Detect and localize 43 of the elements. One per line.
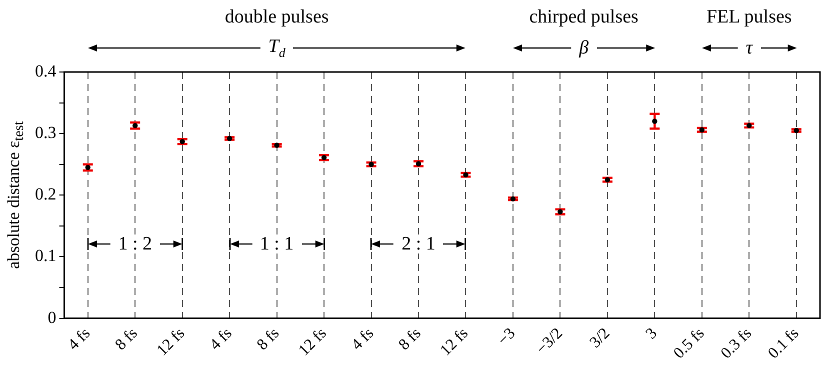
x-tick-label: 8 fs: [112, 324, 141, 354]
point: [368, 162, 374, 167]
text: τ: [744, 38, 755, 58]
y-tick-label: 0: [48, 308, 56, 327]
point: [510, 196, 516, 202]
point: [746, 122, 752, 128]
point: [558, 209, 563, 214]
x-tick-label: 8 fs: [396, 324, 424, 354]
x-tick-label: 12 fs: [296, 324, 330, 360]
point: [794, 128, 799, 134]
text: β: [577, 38, 591, 58]
x-tick-label: 12 fs: [154, 324, 188, 360]
point: [699, 127, 705, 132]
x-tick-label: 4 fs: [64, 324, 94, 354]
y-tick-label: 0.3: [35, 123, 56, 142]
point: [604, 177, 610, 182]
x-tick-label: 0.3 fs: [718, 324, 755, 362]
point: [226, 136, 232, 142]
x-tick-label: 12 fs: [437, 324, 472, 360]
point: [463, 172, 468, 178]
y-tick-label: 0.1: [35, 246, 56, 266]
y-tick-label: 0.4: [35, 61, 57, 80]
annotation: 1 : 1: [258, 234, 296, 255]
x-tick-label: 0.5 fs: [670, 324, 708, 362]
point: [416, 161, 422, 166]
x-tick-label: −3/2: [533, 324, 566, 358]
x-tick-label: 8 fs: [254, 324, 283, 354]
text: double pulses: [224, 6, 329, 28]
x-tick-label: 4 fs: [348, 324, 378, 354]
x-tick-label: −3: [494, 324, 519, 349]
point: [274, 142, 280, 148]
x-tick-label: 3/2: [586, 324, 614, 352]
y-tick-label: 0.2: [35, 184, 56, 204]
x-tick-label: 3: [642, 324, 660, 343]
text: chirped pulses: [529, 6, 638, 28]
annotation: 1 : 2: [116, 234, 154, 255]
point: [321, 154, 327, 160]
text: T$_{d}$: [266, 36, 288, 60]
annotation: 2 : 1: [400, 234, 438, 255]
text: FEL pulses: [706, 6, 792, 28]
point: [180, 138, 185, 144]
x-tick-label: 4 fs: [206, 324, 236, 354]
x-tick-label: 0.1 fs: [765, 324, 802, 362]
